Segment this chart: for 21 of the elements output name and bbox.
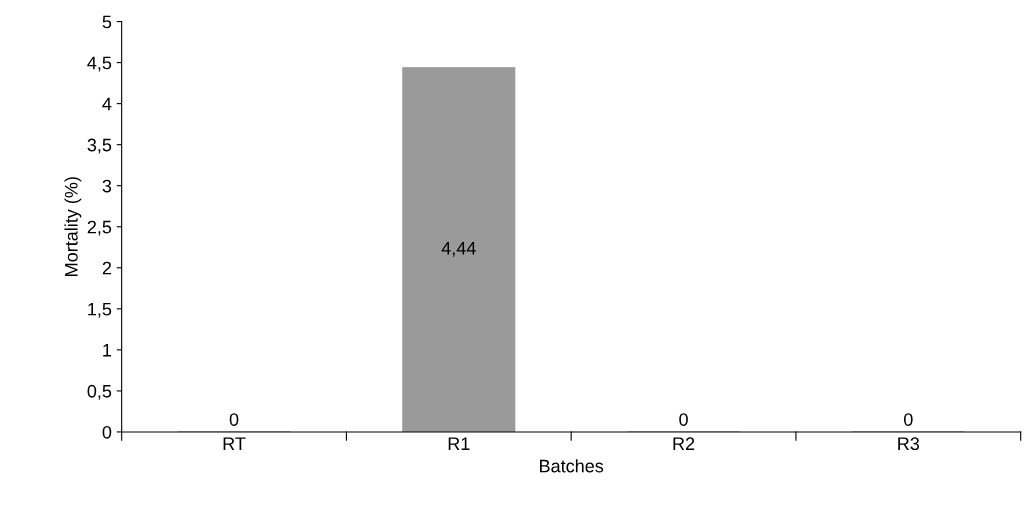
x-tick-label: RT: [223, 437, 246, 450]
y-tick-label: 3: [102, 179, 112, 193]
y-tick-label: 0: [102, 425, 112, 439]
y-tick-label: 0,5: [87, 384, 112, 400]
y-tick-label: 3,5: [87, 138, 112, 154]
y-tick-label: 1,5: [88, 302, 112, 318]
y-tick-label: 4,5: [87, 56, 112, 72]
x-tick-label: R1: [448, 437, 470, 450]
data-label: 0: [229, 413, 239, 426]
y-tick-label: 5: [102, 15, 112, 29]
data-label: 4,44: [441, 241, 476, 257]
y-axis-title: Mortality (%): [64, 177, 82, 276]
x-tick-label: R3: [898, 437, 920, 451]
y-tick-label: 2,5: [87, 220, 112, 236]
y-tick-label: 2: [102, 261, 112, 275]
data-label: 0: [904, 413, 913, 426]
y-tick-label: 4: [102, 97, 112, 111]
data-label: 0: [679, 413, 688, 426]
x-tick-label: R2: [673, 437, 695, 450]
x-axis-title: Batches: [540, 459, 604, 473]
y-tick-label: 1: [103, 343, 112, 357]
